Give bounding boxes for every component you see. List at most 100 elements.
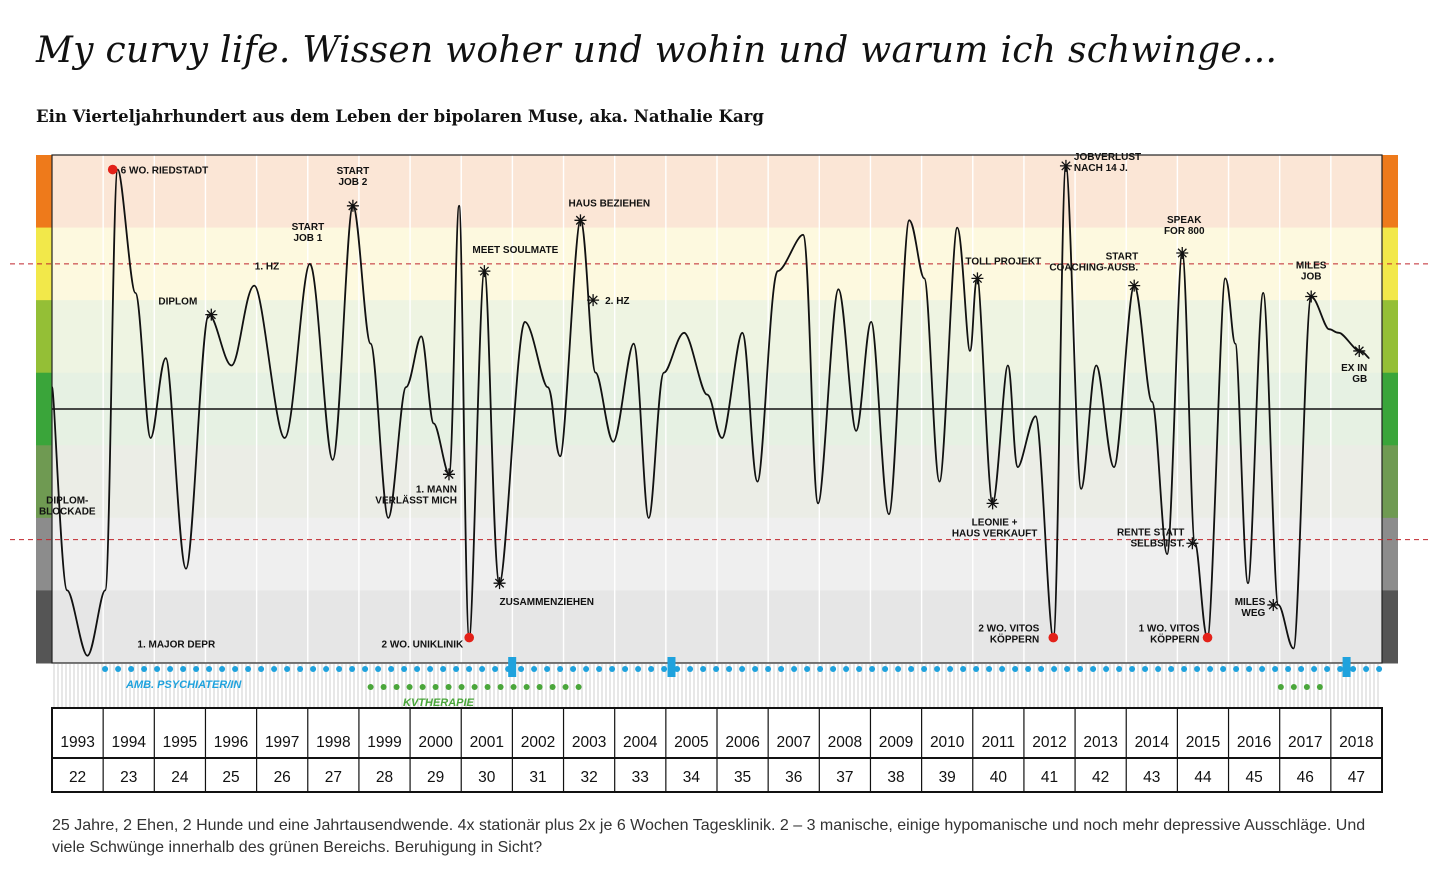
year-tick-label: 2006 (725, 734, 759, 751)
therapy-visit-bar (1342, 657, 1351, 677)
therapy-session-dot (549, 684, 556, 690)
therapy-session-dot (687, 666, 694, 672)
therapy-session-dot (1277, 684, 1284, 690)
therapy-session-dot (700, 666, 707, 672)
therapy-session-dot (414, 666, 421, 672)
year-tick-label: 2014 (1135, 734, 1170, 751)
therapy-session-dot (102, 666, 109, 672)
therapy-session-dot (1363, 666, 1370, 672)
event-label: START COACHING-AUSB. (1049, 252, 1138, 274)
event-label-line: COACHING-AUSB. (1049, 263, 1138, 274)
event-star-marker (574, 214, 587, 227)
therapy-session-dot (310, 666, 317, 672)
age-tick-label: 31 (529, 769, 546, 786)
age-tick-label: 37 (836, 769, 853, 786)
mood-band-right-swatch (1382, 445, 1398, 519)
therapy-session-dot (1168, 666, 1175, 672)
therapy-session-dot (531, 666, 538, 672)
event-label: DIPLOM (158, 297, 197, 308)
age-tick-label: 41 (1041, 769, 1058, 786)
event-label-line: RENTE STATT (1117, 527, 1184, 538)
age-tick-label: 34 (683, 769, 701, 786)
event-label-line: 2 WO. UNIKLINIK (382, 640, 464, 651)
event-star-marker (986, 497, 999, 510)
event-label: 1 WO. VITOS KÖPPERN (1139, 624, 1200, 646)
event-label: MILES JOB (1296, 261, 1327, 283)
year-tick-label: 1994 (111, 734, 146, 751)
therapy-session-dot (128, 666, 135, 672)
event-label: 1. HZ (255, 262, 279, 273)
therapy-session-dot (193, 666, 200, 672)
event-label: TOLL PROJEKT (965, 256, 1041, 267)
therapy-session-dot (367, 684, 374, 690)
therapy-session-dot (557, 666, 564, 672)
therapy-session-dot (830, 666, 837, 672)
event-label-line: HAUS VERKAUFT (952, 528, 1038, 539)
mood-band-right-swatch (1382, 300, 1398, 374)
event-label-line: MILES (1296, 261, 1327, 272)
event-label: 1. MANN VERLÄSST MICH (375, 484, 457, 506)
mood-curve (51, 164, 1370, 657)
therapy-session-dot (752, 666, 759, 672)
therapy-session-dot (817, 666, 824, 672)
year-tick-label: 2005 (674, 734, 708, 751)
event-star-marker (1128, 279, 1141, 292)
event-label: LEONIE + HAUS VERKAUFT (952, 517, 1038, 539)
event-label-line: KÖPPERN (990, 633, 1039, 646)
therapy-session-dot (674, 666, 681, 672)
age-tick-label: 36 (785, 769, 802, 786)
therapy-session-dot (1272, 666, 1279, 672)
age-tick-label: 32 (580, 769, 597, 786)
therapy-session-dot (739, 666, 746, 672)
mood-band-right-swatch (1382, 517, 1398, 591)
therapy-session-dot (1025, 666, 1032, 672)
therapy-session-dot (908, 666, 915, 672)
therapy-session-dot (1116, 666, 1123, 672)
year-tick-label: 1997 (265, 734, 299, 751)
chart-title: My curvy life. Wissen woher und wohin un… (36, 30, 1278, 71)
year-tick-label: 2000 (418, 734, 453, 751)
event-label: EX IN GB (1341, 363, 1367, 385)
year-tick-label: 2007 (776, 734, 810, 751)
year-tick-label: 1998 (316, 734, 350, 751)
mood-band-left-swatch (36, 155, 52, 229)
therapy-session-dot (1233, 666, 1240, 672)
therapy-session-dot (882, 666, 889, 672)
mood-band-left-swatch (36, 517, 52, 591)
therapy-session-dot (362, 666, 369, 672)
therapy-session-dot (115, 666, 122, 672)
age-tick-label: 43 (1143, 769, 1160, 786)
therapy-session-dot (297, 666, 304, 672)
therapy-session-dot (726, 666, 733, 672)
therapy-session-dot (380, 684, 387, 690)
event-label: 1. MAJOR DEPR (137, 640, 216, 651)
therapy-session-dot (518, 666, 525, 672)
therapy-session-dot (1246, 666, 1253, 672)
event-label: HAUS BEZIEHEN (568, 198, 650, 209)
year-tick-label: 2002 (521, 734, 555, 751)
event-label-line: 2 WO. VITOS (978, 624, 1039, 635)
therapy-session-dot (406, 684, 413, 690)
event-label-line: HAUS BEZIEHEN (568, 198, 650, 209)
event-label-line: NACH 14 J. (1074, 163, 1128, 174)
event-star-marker (971, 272, 984, 285)
event-label-line: MEET SOULMATE (472, 245, 558, 256)
age-tick-label: 44 (1194, 769, 1212, 786)
event-label-line: 1. HZ (255, 262, 279, 273)
event-label-line: START (292, 222, 325, 233)
therapy-session-dot (167, 666, 174, 672)
event-star-marker (346, 199, 359, 212)
caption-text: 25 Jahre, 2 Ehen, 2 Hunde und eine Jahrt… (52, 817, 1366, 856)
therapy-visit-bar (508, 657, 517, 677)
year-tick-label: 1999 (367, 734, 401, 751)
year-age-axis: 1993 22 1994 23 1995 24 1996 25 1997 26 1998 27 1999… (51, 707, 1383, 793)
therapy-session-dot (375, 666, 382, 672)
event-label-line: START (1106, 252, 1139, 263)
therapy-session-dot (1290, 684, 1297, 690)
event-label: DIPLOM-BLOCKADE (39, 495, 96, 517)
therapy-session-dot (791, 666, 798, 672)
therapy-session-dot (388, 666, 395, 672)
therapy-session-dot (648, 666, 655, 672)
therapy-session-dot (661, 666, 668, 672)
therapy-session-dot (1298, 666, 1305, 672)
